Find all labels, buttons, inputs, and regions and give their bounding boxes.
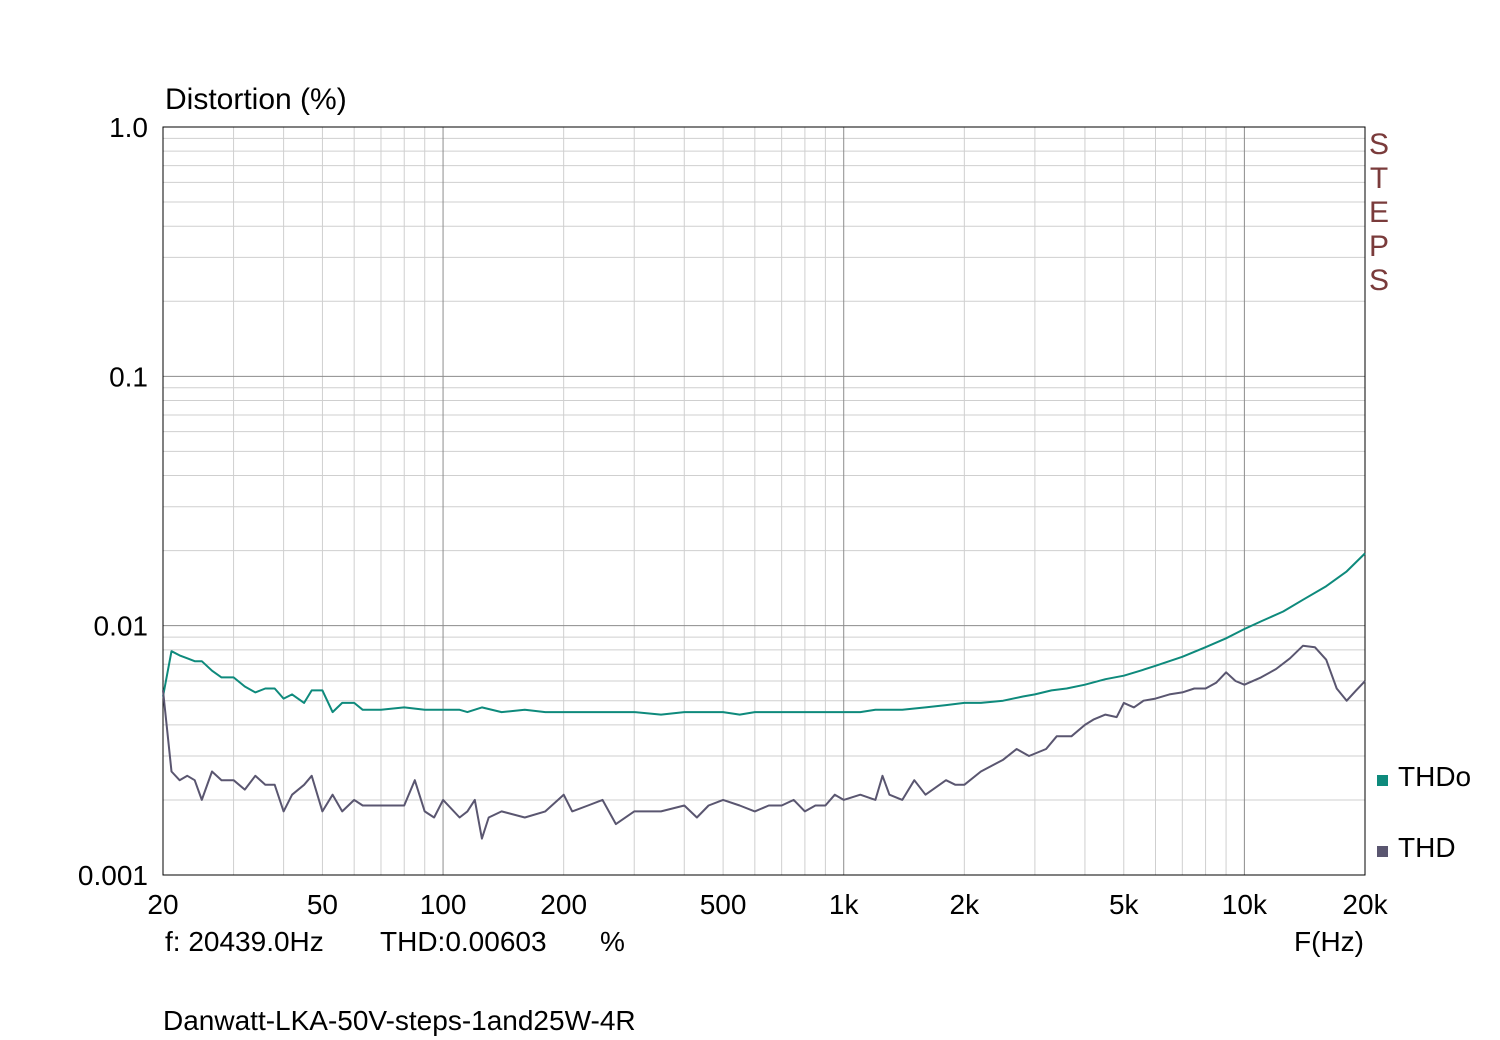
y-tick-label: 1.0 <box>109 112 148 143</box>
y-tick-labels: 1.0 0.1 0.01 0.001 <box>78 112 148 891</box>
cursor-thd-value: THD:0.00603 <box>380 926 547 957</box>
legend-label-thd: THD <box>1398 832 1456 863</box>
watermark-letter: S <box>1369 264 1389 297</box>
x-axis-label: F(Hz) <box>1294 926 1364 957</box>
legend-swatch-thdo <box>1377 775 1388 786</box>
legend: THDo THD <box>1377 761 1471 863</box>
cursor-frequency: f: 20439.0Hz <box>165 926 324 957</box>
watermark-letter: T <box>1370 162 1388 195</box>
series-line-thdo <box>162 552 1366 716</box>
series-line-thd <box>162 644 1366 840</box>
watermark-letter: P <box>1369 230 1389 263</box>
y-tick-label: 0.01 <box>94 611 149 642</box>
x-tick-labels: 20 50 100 200 500 1k 2k 5k 10k 20k <box>147 889 1388 920</box>
y-axis-label: Distortion (%) <box>165 83 347 116</box>
x-tick-label: 2k <box>950 889 981 920</box>
major-grid <box>163 127 1365 875</box>
cursor-unit: % <box>600 926 625 957</box>
x-tick-label: 20 <box>147 889 178 920</box>
plot-frame <box>162 126 1366 876</box>
y-tick-label: 0.1 <box>109 361 148 392</box>
series-layer <box>162 552 1366 840</box>
x-tick-label: 5k <box>1109 889 1140 920</box>
x-tick-label: 100 <box>420 889 467 920</box>
watermark-letter: E <box>1369 196 1389 229</box>
watermark-letter: S <box>1369 128 1389 161</box>
minor-grid <box>163 127 1365 875</box>
x-tick-label: 10k <box>1222 889 1268 920</box>
x-tick-label: 1k <box>829 889 860 920</box>
x-tick-label: 20k <box>1342 889 1388 920</box>
y-tick-label: 0.001 <box>78 860 148 891</box>
legend-swatch-thd <box>1377 846 1388 857</box>
legend-label-thdo: THDo <box>1398 761 1471 792</box>
x-tick-label: 500 <box>700 889 747 920</box>
x-tick-label: 50 <box>307 889 338 920</box>
chart-caption: Danwatt-LKA-50V-steps-1and25W-4R <box>163 1005 636 1036</box>
x-tick-label: 200 <box>540 889 587 920</box>
